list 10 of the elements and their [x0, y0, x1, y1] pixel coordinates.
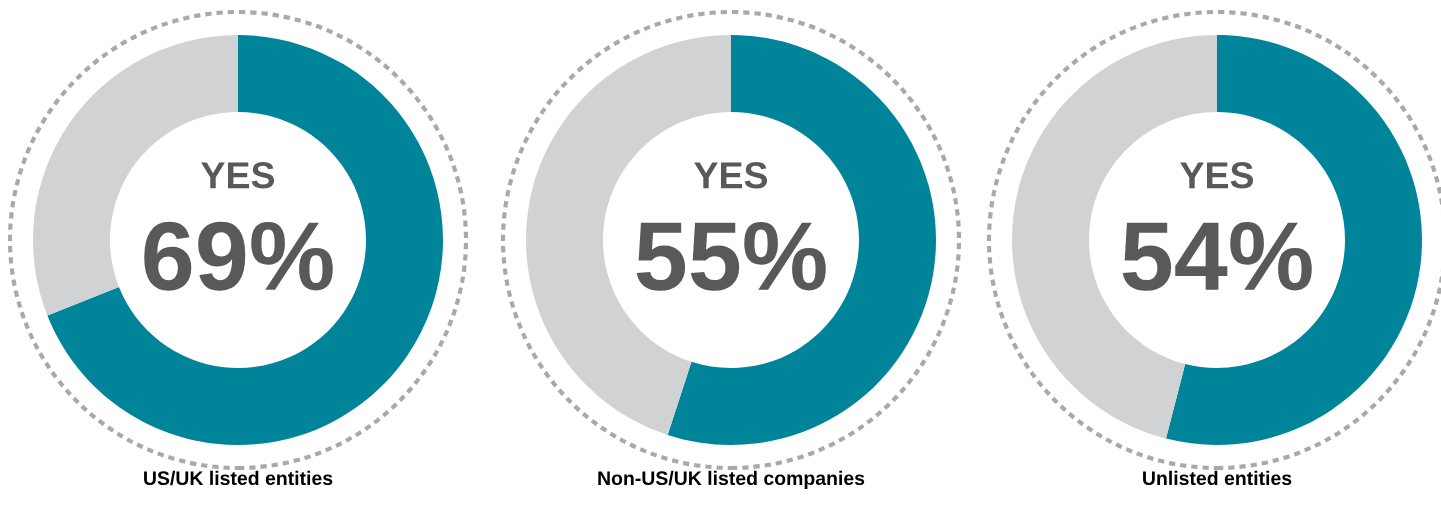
slice-label: YES	[1180, 162, 1254, 189]
donut-slice	[47, 35, 443, 445]
text: Unlisted entities	[1143, 470, 1292, 486]
data-label: 69%	[144, 221, 333, 291]
text: US/UK listed entities	[144, 470, 333, 486]
text: Non-US/UK listed companies	[598, 470, 865, 489]
data-label: 55%	[636, 222, 826, 291]
data-label: 54%	[1122, 222, 1312, 291]
slice-label: YES	[201, 162, 275, 189]
slice-label: YES	[694, 162, 768, 189]
